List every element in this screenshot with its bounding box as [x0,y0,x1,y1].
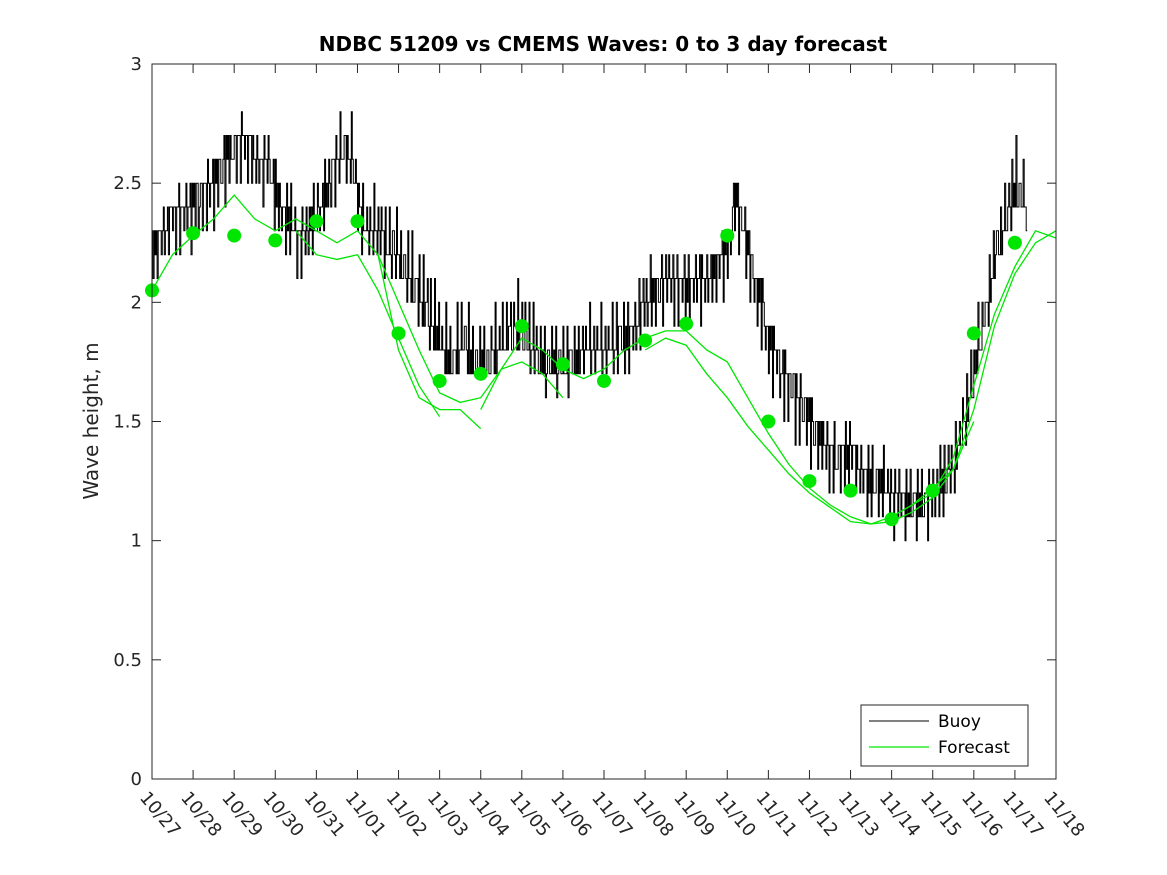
y-tick-labels: 0 0.5 1 1.5 2 2.5 3 [113,54,142,790]
forecast-marker [638,333,653,348]
forecast-marker [186,226,201,241]
forecast-marker [350,214,365,229]
plot-area [145,111,1057,542]
forecast-line-run [295,230,441,418]
forecast-marker [597,373,611,388]
legend: Buoy Forecast [860,704,1029,767]
forecast-marker [227,228,242,243]
y-tick-label: 2 [131,292,142,313]
axes-box [151,63,1057,780]
forecast-marker [432,373,447,388]
forecast-marker [802,474,817,489]
forecast-line-run [644,337,975,525]
y-tick-label: 0 [131,769,142,790]
y-tick-label: 0.5 [113,650,142,671]
y-tick-label: 3 [131,54,142,75]
forecast-marker [843,483,858,498]
forecast-marker [1007,235,1022,250]
legend-forecast-label: Forecast [938,738,1010,758]
chart-title: NDBC 51209 vs CMEMS Waves: 0 to 3 day fo… [319,32,888,56]
forecast-marker [555,357,570,372]
forecast-marker [720,228,735,243]
buoy-line [152,111,1028,542]
legend-box [860,704,1029,767]
forecast-marker [966,326,981,341]
y-tick-label: 2.5 [113,173,142,194]
y-tick-label: 1.5 [113,412,142,433]
forecast-line [151,194,1057,525]
forecast-marker [473,366,488,381]
y-tick-label: 1 [131,531,142,552]
forecast-marker [309,214,324,229]
forecast-marker [391,326,406,341]
forecast-marker [884,512,899,527]
forecast-marker [679,316,694,331]
y-axis-label: Wave height, m [79,342,103,499]
forecast-marker [268,233,283,248]
legend-buoy-label: Buoy [938,712,981,732]
axis-ticks [151,63,1057,780]
forecast-marker [514,319,529,334]
forecast-line-run [480,361,564,410]
forecast-line-run [891,230,1057,518]
forecast-marker [925,483,940,498]
forecast-marker [761,414,776,429]
